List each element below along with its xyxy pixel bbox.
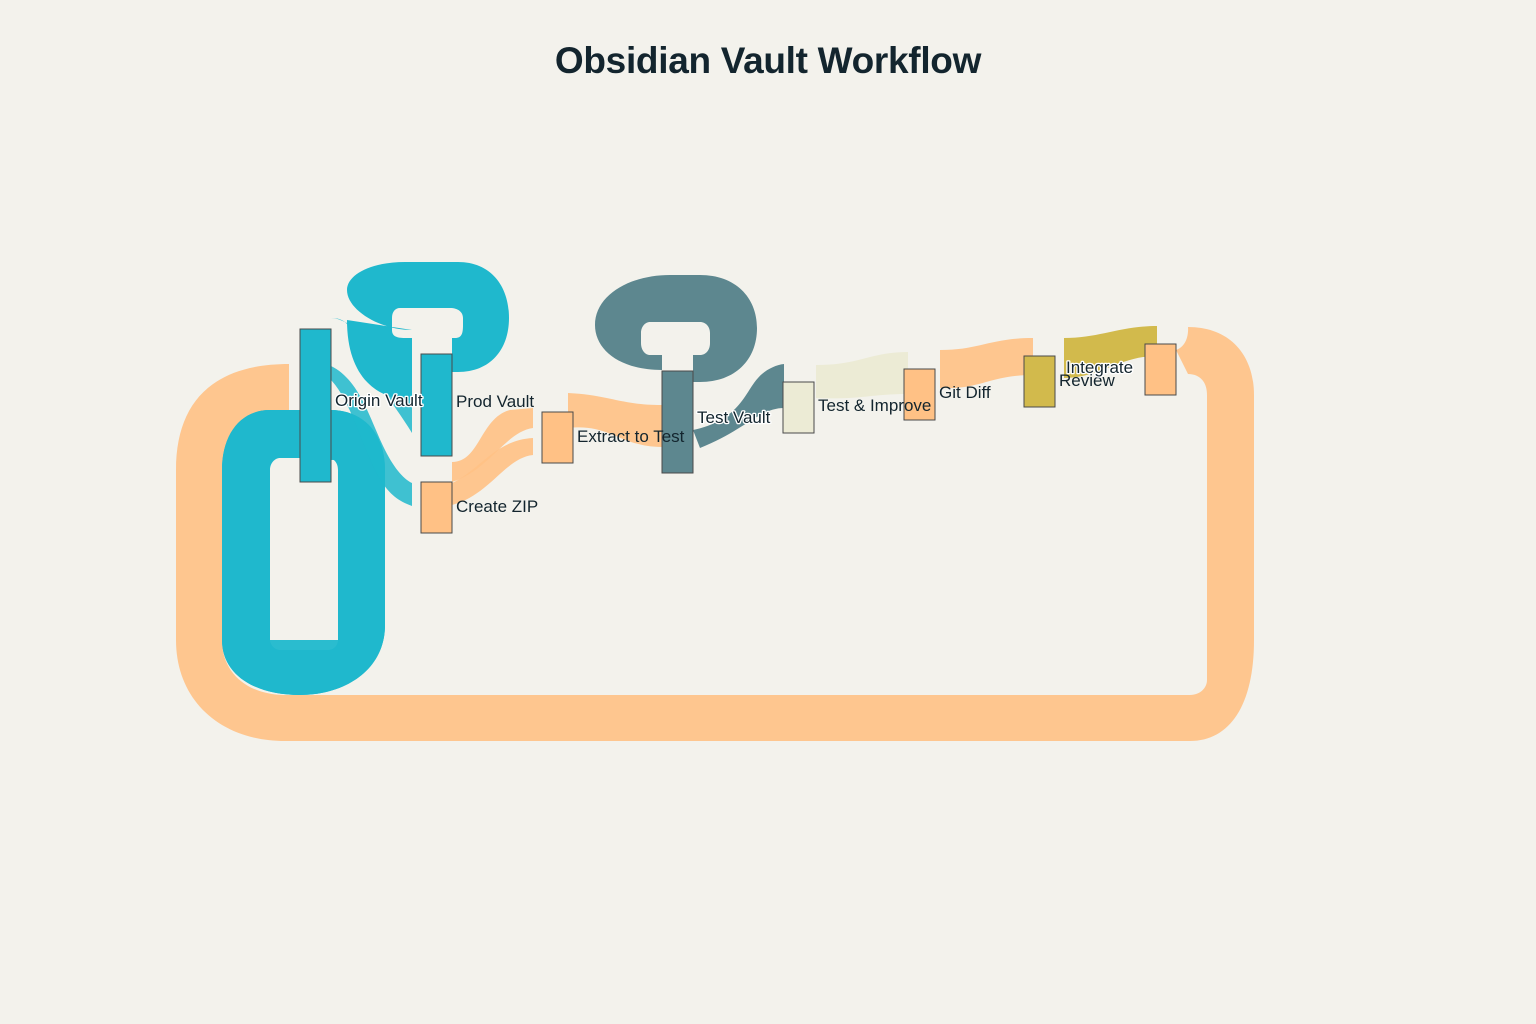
- link-test-to-improve: [693, 364, 784, 448]
- label-test-and-improve: Test & Improve: [818, 396, 931, 415]
- label-integrate: Integrate: [1066, 358, 1133, 377]
- label-create-zip: Create ZIP: [456, 497, 538, 516]
- node-extract-to-test[interactable]: [541, 411, 574, 464]
- label-review: Review: [1059, 371, 1115, 390]
- link-prod-to-extract: [452, 408, 533, 482]
- link-origin-to-zip: [331, 366, 412, 506]
- node-prod-vault[interactable]: [420, 353, 453, 457]
- node-review[interactable]: [1023, 355, 1056, 408]
- link-improve-to-diff: [816, 352, 908, 399]
- node-create-zip[interactable]: [420, 481, 453, 534]
- label-test-vault: Test Vault: [697, 408, 771, 427]
- link-test-self-loop: [595, 275, 757, 382]
- node-integrate[interactable]: [1144, 343, 1177, 396]
- node-test-vault[interactable]: [661, 370, 694, 474]
- link-zip-to-extract: [452, 438, 533, 505]
- link-diff-to-review: [940, 338, 1033, 389]
- label-extract-to-test: Extract to Test: [577, 427, 685, 446]
- node-test-and-improve[interactable]: [782, 381, 815, 434]
- label-origin-vault: Origin Vault: [335, 391, 423, 410]
- link-integrate-to-origin: [176, 327, 1254, 741]
- diagram-title: Obsidian Vault Workflow: [554, 40, 982, 81]
- link-review-to-integrate: [1064, 326, 1157, 378]
- node-git-diff[interactable]: [903, 368, 936, 421]
- label-git-diff: Git Diff: [939, 383, 991, 402]
- link-prod-self-loop: [347, 262, 509, 400]
- label-prod-vault: Prod Vault: [456, 392, 534, 411]
- node-origin-vault[interactable]: [299, 328, 332, 483]
- link-origin-self-loop-inner: [222, 410, 385, 695]
- link-extract-to-test: [568, 393, 662, 447]
